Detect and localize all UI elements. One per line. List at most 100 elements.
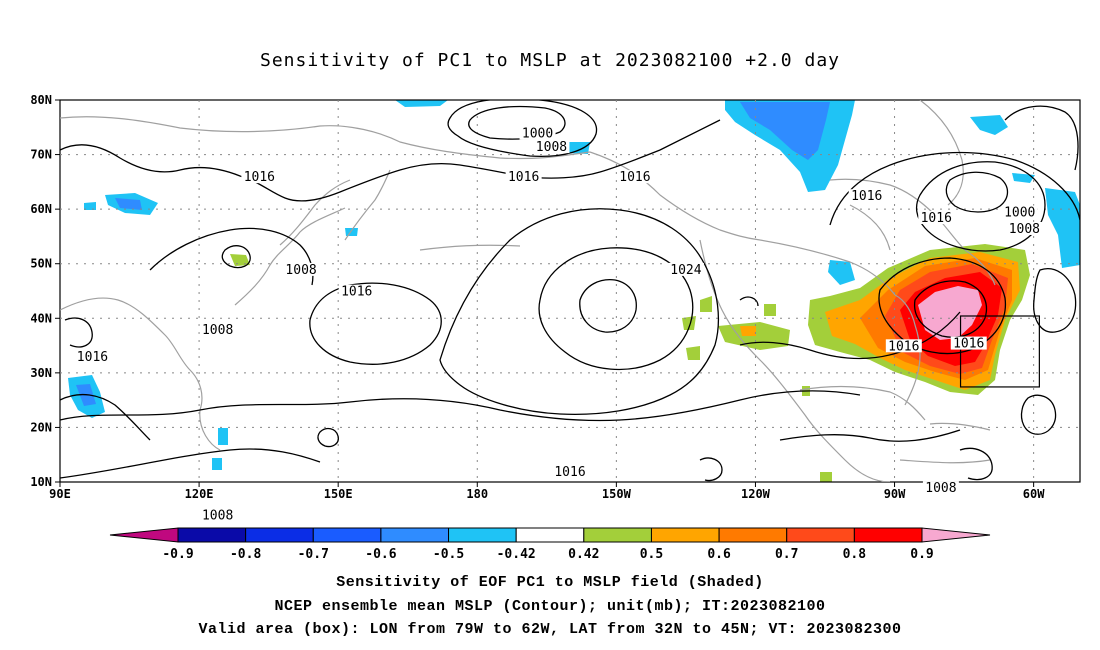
shading-green-pac-1	[682, 316, 696, 330]
contour-1016-west-high	[309, 282, 442, 365]
shading-top-blue-2	[565, 142, 590, 154]
colorbar-tick-label: 0.5	[640, 547, 663, 562]
coastline-korea-japan	[234, 207, 346, 306]
contour-1016-north	[60, 119, 721, 202]
lat-tick-label: 10N	[30, 475, 52, 489]
contour-label-bg	[283, 262, 320, 276]
colorbar-tick-label: -0.7	[298, 547, 329, 562]
contour-label: 1008	[925, 481, 956, 496]
coastline-hudson	[849, 204, 891, 251]
coastline-gulf	[799, 385, 926, 421]
contour-label: 1024	[670, 263, 701, 278]
plot-frame	[59, 99, 1081, 483]
shading-asia-blue-5	[84, 202, 96, 210]
contour-small-asia-3	[317, 427, 339, 448]
shading-right-edge-blue	[1045, 188, 1080, 268]
colorbar-tick-label: 0.7	[775, 547, 798, 562]
latitude-labels: 80N 70N 60N 50N 40N 30N 20N 10N	[30, 93, 60, 489]
lon-tick-label: 60W	[1023, 487, 1045, 501]
colorbar-tick-label: -0.42	[497, 547, 536, 562]
shading-asia-blue-6	[345, 228, 358, 236]
contour-label-bg	[848, 189, 885, 203]
shading-green-pac-5	[764, 304, 776, 316]
contour-label-bg	[922, 481, 959, 495]
colorbar-segment	[786, 527, 855, 543]
colorbar	[109, 527, 991, 543]
colorbar-segment	[853, 527, 923, 543]
colorbar-segment	[380, 527, 450, 543]
contour-label-bg	[199, 508, 236, 522]
colorbar-tick-label: -0.5	[433, 547, 464, 562]
colorbar-segment	[448, 527, 517, 543]
contour-label: 1016	[888, 339, 919, 354]
lat-tick-label: 80N	[30, 93, 52, 107]
colorbar-labels: -0.9 -0.8 -0.7 -0.6 -0.5 -0.42 0.42 0.5 0.6 0.7 0.…	[162, 547, 933, 562]
contour-label-bg	[1001, 205, 1038, 219]
contour-small-pac-2	[699, 457, 723, 482]
coastline-sea-okhotsk	[279, 179, 351, 246]
caption-line-1: Sensitivity of EOF PC1 to MSLP field (Sh…	[336, 574, 764, 591]
colorbar-arrow-low	[109, 527, 179, 543]
contour-label-bg	[616, 170, 653, 184]
colorbar-tick-label: 0.9	[910, 547, 933, 562]
contour-1016-northatl	[829, 151, 1080, 226]
colorbar-tick-label: 0.8	[843, 547, 867, 562]
colorbar-tick-label: 0.6	[707, 547, 731, 562]
contour-small-asia-2	[221, 245, 251, 269]
contour-1016-pacific	[439, 208, 720, 415]
mslp-contours	[60, 100, 1080, 482]
shading-top-right-blue	[970, 115, 1008, 135]
shading-top-blue-1	[395, 100, 448, 107]
contour-label: 1008	[202, 508, 233, 523]
shading-green-pac-2	[700, 296, 712, 312]
coastlines	[60, 100, 996, 482]
contour-label-bg	[505, 170, 542, 184]
contour-label: 1008	[536, 140, 567, 155]
coastline-na-inland	[759, 239, 896, 296]
lat-tick-label: 50N	[30, 257, 52, 271]
coastline-greenland	[919, 100, 964, 206]
shading-right-blue-small	[1012, 173, 1035, 183]
contour-1016-atlantic	[739, 311, 961, 360]
lat-tick-label: 30N	[30, 366, 52, 380]
shading-green-asia	[230, 254, 250, 266]
caption-line-2: NCEP ensemble mean MSLP (Contour); unit(…	[274, 598, 826, 615]
contour-label: 1016	[341, 285, 372, 300]
contour-label: 1016	[554, 465, 585, 480]
colorbar-tick-label: -0.8	[230, 547, 261, 562]
contour-label: 1016	[953, 337, 984, 352]
shading-arctic-blue-dark	[740, 102, 830, 160]
coastline-aleutians	[419, 244, 521, 251]
shading-orange-pac	[740, 326, 756, 336]
chart-title: Sensitivity of PC1 to MSLP at 2023082100…	[259, 50, 840, 71]
lon-tick-label: 150W	[602, 487, 632, 501]
contour-small-atl-2	[959, 447, 993, 481]
colorbar-segment	[177, 527, 247, 543]
colorbar-segment	[650, 527, 720, 543]
colorbar-tick-label: 0.42	[568, 547, 599, 562]
contour-label: 1016	[244, 170, 275, 185]
contour-small-asia-1	[64, 317, 93, 348]
shading-green-pac-6	[820, 472, 832, 482]
contour-atlantic-low-2	[913, 280, 988, 338]
contour-label-bg	[552, 464, 588, 478]
contour-1024-outer	[538, 247, 694, 371]
coastline-labrador	[964, 249, 996, 286]
contour-label-bg	[885, 339, 922, 353]
contour-label-bg	[533, 140, 570, 154]
contour-label: 1000	[1004, 206, 1035, 221]
contour-label: 1016	[619, 170, 650, 185]
contour-label-bg	[199, 322, 236, 336]
colorbar-segment	[583, 527, 652, 543]
contour-label: 1016	[77, 350, 108, 365]
contour-label: 1008	[285, 263, 316, 278]
shading-asia-blue-3	[218, 428, 228, 445]
shading-green-pac-3	[686, 346, 700, 360]
shading-asia-blue-4	[212, 458, 222, 470]
shading-atlantic-pink	[918, 286, 982, 340]
contour-label: 1016	[508, 170, 539, 185]
coastline-canada-islands	[829, 178, 966, 251]
lat-tick-label: 40N	[30, 311, 52, 325]
